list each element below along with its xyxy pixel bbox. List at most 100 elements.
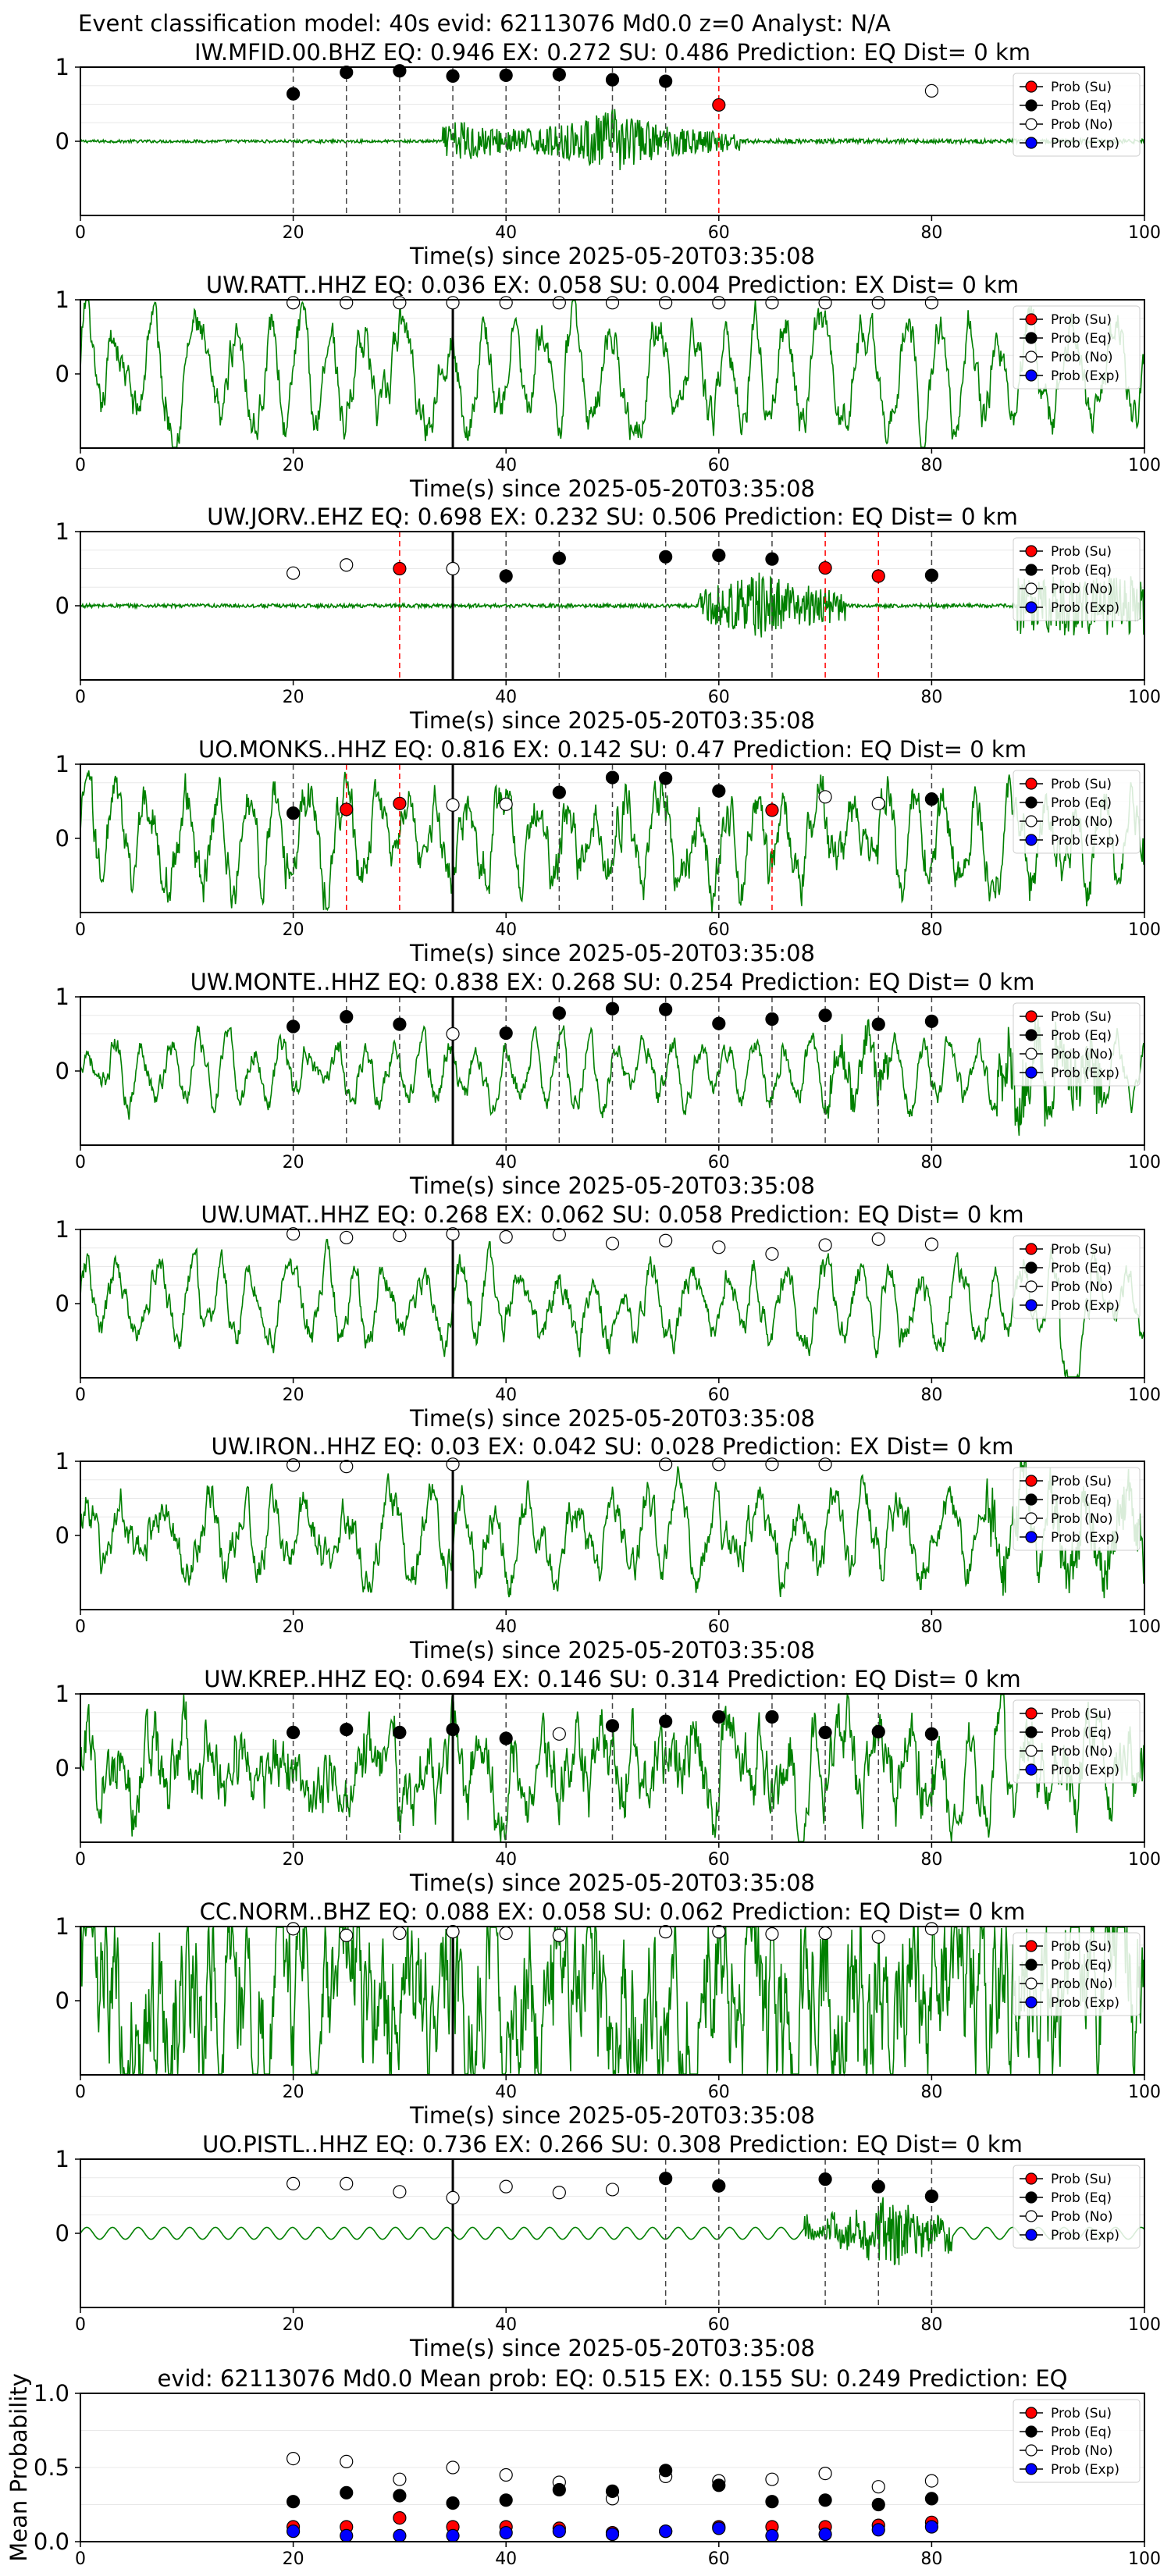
- legend-label: Prob (Exp): [1051, 2462, 1119, 2478]
- prob-marker-su: [871, 569, 885, 583]
- x-tick-label: 20: [283, 1153, 304, 1172]
- legend-marker: [1025, 545, 1038, 557]
- legend-label: Prob (Su): [1051, 2406, 1112, 2421]
- prob-marker-eq: [924, 568, 939, 582]
- prob-marker-eq: [552, 551, 566, 565]
- x-tick-label: 20: [283, 920, 304, 940]
- prob-marker-eq: [552, 785, 566, 799]
- legend-marker: [1025, 99, 1038, 112]
- mean-marker-eq: [340, 2485, 354, 2500]
- station-panel: UW.JORV..EHZ EQ: 0.698 EX: 0.232 SU: 0.5…: [55, 503, 1161, 734]
- x-tick-label: 80: [920, 2083, 942, 2102]
- legend-label: Prob (Exp): [1051, 368, 1119, 384]
- prob-marker-eq: [765, 1012, 779, 1026]
- prob-marker-no: [393, 1926, 407, 1941]
- y-tick-label: 1: [55, 751, 69, 777]
- legend-marker: [1025, 2191, 1038, 2204]
- x-tick-label: 80: [920, 688, 942, 707]
- x-tick-label: 80: [920, 2315, 942, 2335]
- prob-marker-eq: [287, 87, 301, 101]
- prob-marker-no: [552, 2186, 566, 2200]
- prob-marker-eq: [924, 792, 939, 806]
- station-panel: UW.RATT..HHZ EQ: 0.036 EX: 0.058 SU: 0.0…: [55, 272, 1161, 502]
- x-tick-label: 40: [495, 1386, 517, 1405]
- legend-marker: [1025, 350, 1038, 363]
- legend-label: Prob (Eq): [1051, 563, 1112, 578]
- legend-label: Prob (Eq): [1051, 1261, 1112, 1276]
- mean-marker-eq: [659, 2464, 673, 2478]
- x-axis-label: Time(s) since 2025-05-20T03:35:08: [409, 1405, 815, 1432]
- legend-label: Prob (No): [1051, 2209, 1113, 2225]
- y-tick-label: 0.5: [34, 2454, 69, 2481]
- legend-label: Prob (Eq): [1051, 2190, 1112, 2206]
- x-tick-label: 60: [708, 2083, 730, 2102]
- legend-box: [1013, 1235, 1141, 1319]
- legend-marker: [1025, 2425, 1038, 2438]
- x-axis-label: Time(s) since 2025-05-20T03:35:08: [409, 1637, 815, 1663]
- prob-marker-su: [765, 803, 779, 817]
- prob-marker-no: [340, 1230, 354, 1245]
- legend-marker: [1025, 2229, 1038, 2241]
- legend-box: [1013, 1002, 1141, 1087]
- prob-marker-no: [552, 1727, 566, 1741]
- prob-marker-no: [765, 1927, 779, 1941]
- prob-marker-no: [659, 1233, 673, 1247]
- prob-marker-no: [818, 790, 832, 804]
- x-tick-label: 100: [1128, 1153, 1161, 1172]
- y-tick-label: 1: [55, 1913, 69, 1940]
- prob-marker-no: [871, 796, 885, 810]
- station-panel: UW.MONTE..HHZ EQ: 0.838 EX: 0.268 SU: 0.…: [55, 969, 1161, 1199]
- prob-marker-no: [446, 1026, 460, 1041]
- legend-marker: [1025, 1763, 1038, 1776]
- x-tick-label: 40: [495, 920, 517, 940]
- legend-box: [1013, 537, 1141, 621]
- legend-label: Prob (Exp): [1051, 1298, 1119, 1314]
- x-tick-label: 20: [283, 456, 304, 475]
- x-tick-label: 100: [1128, 223, 1161, 243]
- prob-marker-no: [712, 1925, 726, 1939]
- legend-label: Prob (No): [1051, 1047, 1113, 1062]
- legend-label: Prob (Eq): [1051, 331, 1112, 347]
- station-panel: UW.IRON..HHZ EQ: 0.03 EX: 0.042 SU: 0.02…: [55, 1433, 1161, 1663]
- legend: Prob (Su) Prob (Eq) Prob (No) Prob (Exp): [1013, 1699, 1141, 1784]
- legend-marker: [1025, 118, 1038, 130]
- legend-marker: [1025, 1299, 1038, 1311]
- x-axis-label: Time(s) since 2025-05-20T03:35:08: [409, 475, 815, 502]
- legend-marker: [1025, 1512, 1038, 1525]
- mean-marker-eq: [712, 2478, 726, 2492]
- x-tick-label: 100: [1128, 2549, 1161, 2569]
- mean-marker-eq: [287, 2495, 301, 2509]
- prob-marker-no: [924, 84, 939, 98]
- prob-marker-eq: [871, 1017, 885, 1031]
- prob-marker-no: [659, 296, 673, 310]
- x-tick-label: 0: [75, 2083, 86, 2102]
- y-tick-label: 1.0: [34, 2380, 69, 2407]
- x-tick-label: 40: [495, 2549, 517, 2569]
- x-tick-label: 0: [75, 920, 86, 940]
- x-tick-label: 100: [1128, 688, 1161, 707]
- prob-marker-no: [818, 1457, 832, 1471]
- prob-marker-eq: [712, 1710, 726, 1724]
- prob-marker-eq: [605, 1719, 620, 1733]
- prob-marker-no: [446, 296, 460, 310]
- x-tick-label: 100: [1128, 920, 1161, 940]
- x-tick-label: 100: [1128, 456, 1161, 475]
- legend-label: Prob (No): [1051, 1279, 1113, 1295]
- prob-marker-no: [446, 1925, 460, 1939]
- legend-marker: [1025, 1940, 1038, 1952]
- prob-marker-no: [340, 296, 354, 310]
- legend-label: Prob (Exp): [1051, 1763, 1119, 1778]
- prob-marker-eq: [871, 2179, 885, 2194]
- x-tick-label: 100: [1128, 2083, 1161, 2102]
- prob-marker-eq: [499, 1026, 513, 1041]
- mean-marker-eq: [552, 2482, 566, 2497]
- x-tick-label: 80: [920, 1617, 942, 1637]
- prob-marker-no: [499, 296, 513, 310]
- prob-marker-no: [605, 2183, 620, 2197]
- legend-label: Prob (Su): [1051, 1939, 1112, 1955]
- legend-box: [1013, 1932, 1141, 2016]
- prob-marker-eq: [340, 1723, 354, 1737]
- legend-marker: [1025, 2444, 1038, 2457]
- y-tick-label: 1: [55, 984, 69, 1010]
- prob-marker-eq: [605, 770, 620, 785]
